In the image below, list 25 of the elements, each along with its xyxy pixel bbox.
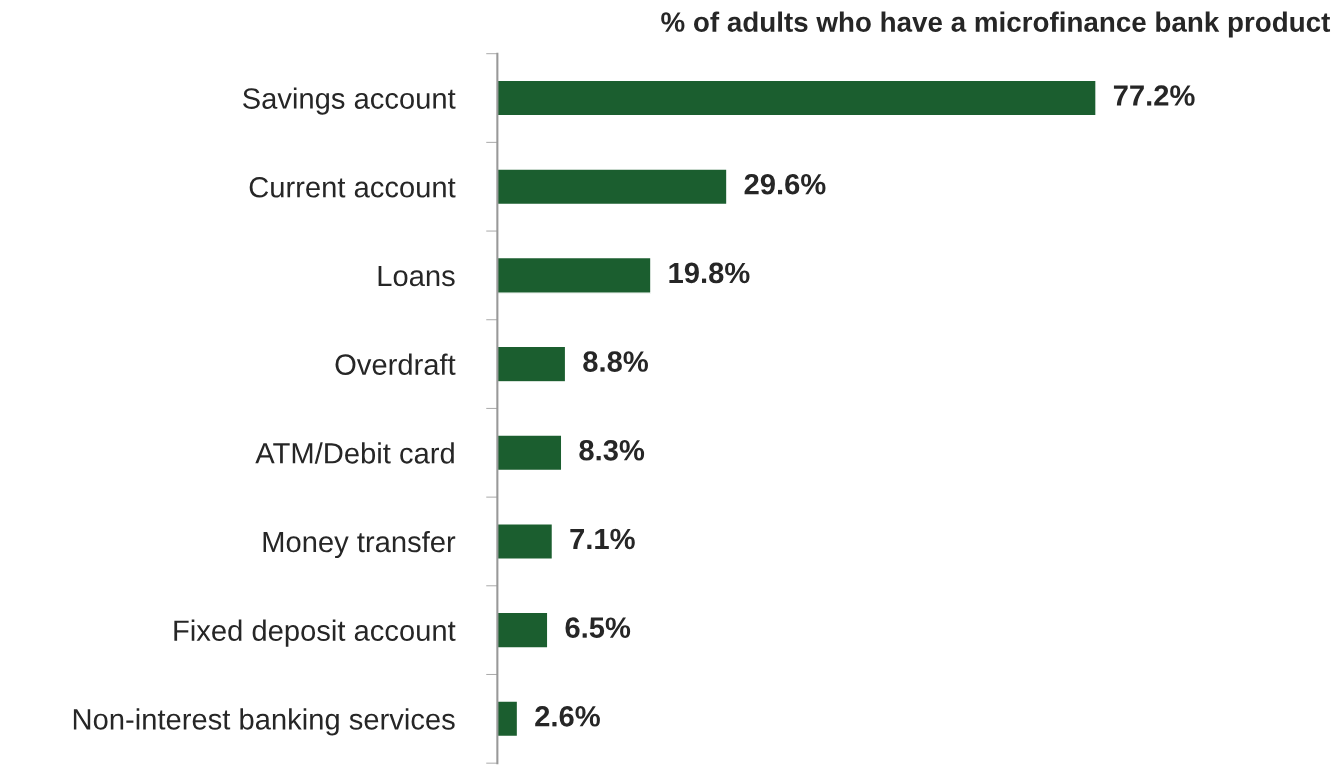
data-label: 8.3% xyxy=(579,439,645,461)
bar xyxy=(497,256,652,294)
data-label: 29.6% xyxy=(744,173,826,195)
y-tick-label: ATM/Debit card xyxy=(255,442,454,464)
data-label: 6.5% xyxy=(565,617,631,638)
y-tick-label: Overdraft xyxy=(335,353,456,375)
y-tick-label: Current account xyxy=(249,176,456,198)
y-tick-label: Savings account xyxy=(243,87,456,115)
bar xyxy=(497,434,563,472)
chart-title: % of adults who have a microfinance bank product xyxy=(661,11,1331,38)
data-label: 7.1% xyxy=(570,528,635,550)
y-tick-label: Fixed deposit account xyxy=(174,619,456,647)
data-label: 77.2% xyxy=(1113,85,1195,106)
bar xyxy=(497,168,728,206)
y-tick-label: Money transfer xyxy=(263,530,456,559)
bar xyxy=(497,700,519,738)
y-tick-label: Non-interest banking services xyxy=(73,708,455,736)
data-label: 8.8% xyxy=(583,351,648,372)
data-label: 19.8% xyxy=(669,262,750,284)
bar xyxy=(497,523,554,560)
y-tick-label: Loans xyxy=(378,265,455,287)
data-label: 2.6% xyxy=(535,706,600,727)
bar xyxy=(497,611,549,649)
bar xyxy=(497,345,567,383)
bar xyxy=(497,79,1097,117)
